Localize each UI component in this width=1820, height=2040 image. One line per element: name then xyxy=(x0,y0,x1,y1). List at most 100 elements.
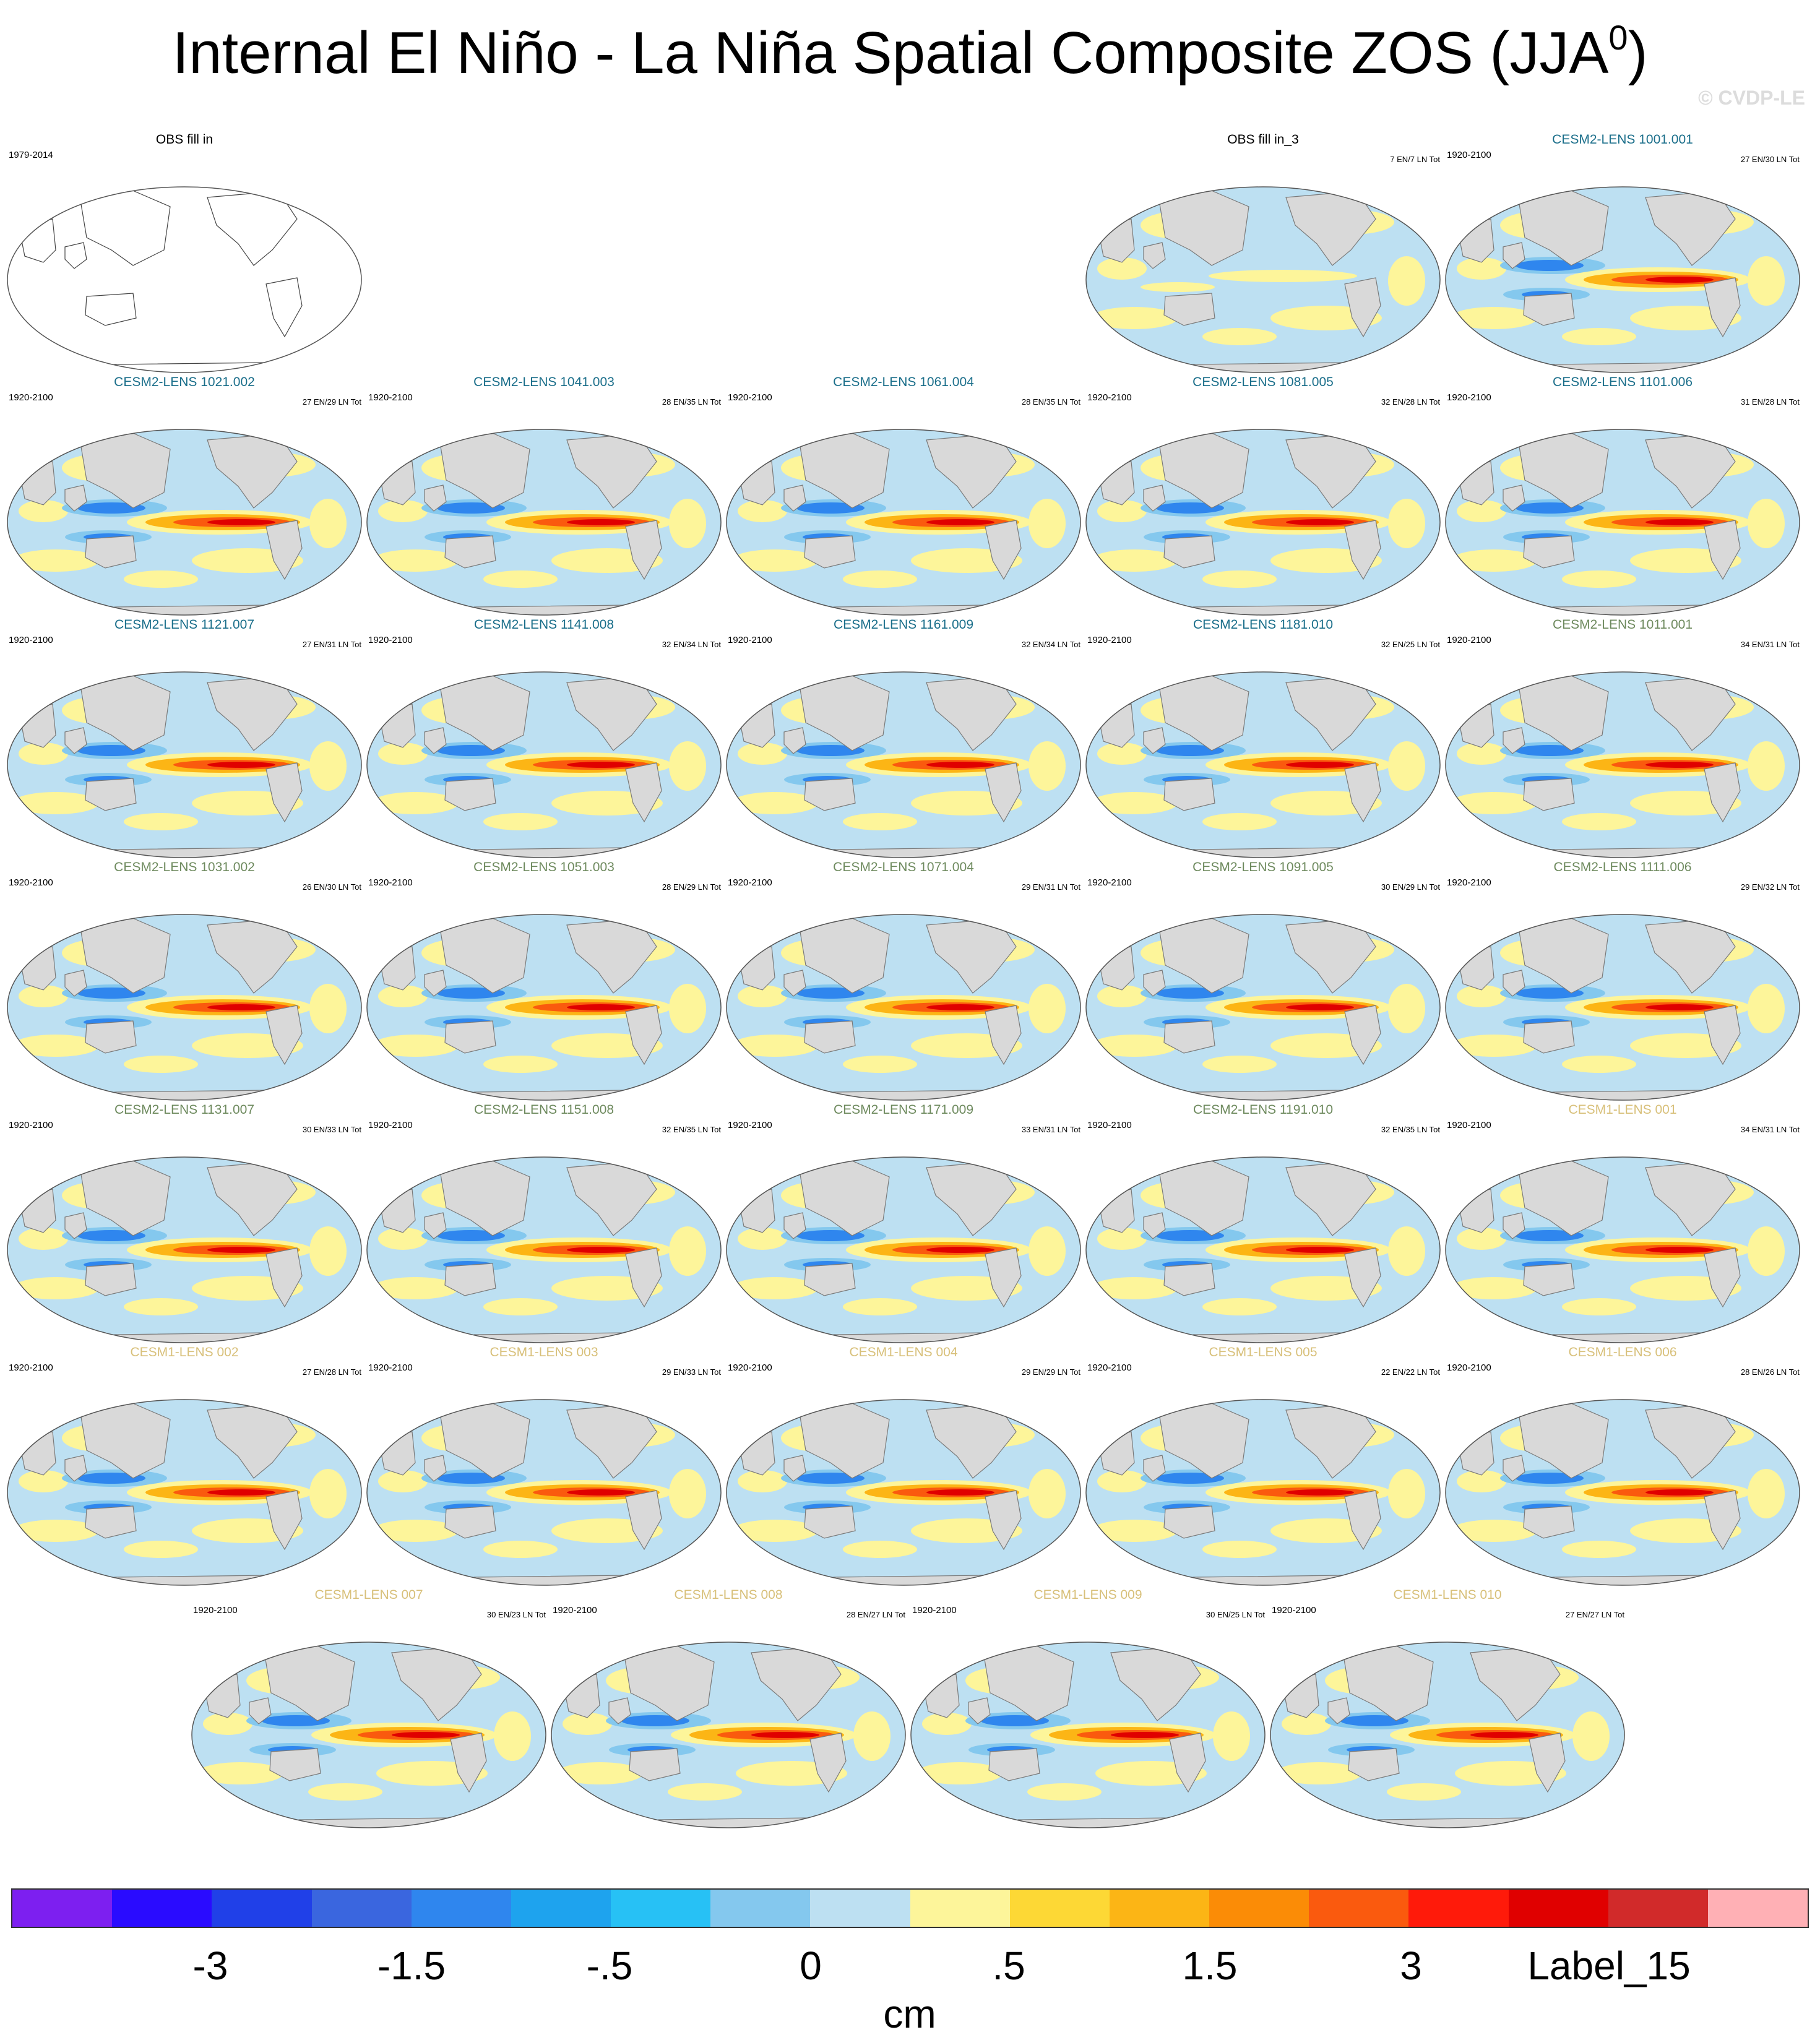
colorbar-swatch xyxy=(12,1890,113,1927)
panel-event-count: 32 EN/25 LN Tot xyxy=(1381,640,1440,649)
map-outline xyxy=(726,1156,1081,1343)
panel-years: 1920-2100 xyxy=(9,1120,53,1130)
panel-event-count: 27 EN/28 LN Tot xyxy=(302,1367,361,1377)
panel-title: OBS fill in xyxy=(155,132,213,147)
map-panel: CESM2-LENS 1071.004 1920-2100 29 EN/31 LN … xyxy=(725,860,1082,1103)
panel-years: 1920-2100 xyxy=(368,1120,413,1130)
world-map xyxy=(726,1156,1081,1343)
panel-title: CESM1-LENS 004 xyxy=(849,1345,958,1359)
panel-event-count: 26 EN/30 LN Tot xyxy=(302,882,361,892)
map-outline xyxy=(1085,429,1441,616)
world-map xyxy=(1270,1642,1625,1828)
map-panel: CESM1-LENS 007 1920-2100 30 EN/23 LN Tot xyxy=(191,1588,547,1830)
map-panel: CESM2-LENS 1151.008 1920-2100 32 EN/35 LN … xyxy=(366,1103,722,1345)
map-panel: CESM2-LENS 1081.005 1920-2100 32 EN/28 LN … xyxy=(1085,375,1441,618)
colorbar-swatch xyxy=(1109,1890,1210,1927)
world-map xyxy=(1085,1399,1441,1586)
colorbar-tick-label: -1.5 xyxy=(377,1943,446,1988)
world-map xyxy=(1445,914,1800,1101)
colorbar-swatch xyxy=(710,1890,811,1927)
map-outline xyxy=(191,1642,546,1828)
panel-event-count: 27 EN/31 LN Tot xyxy=(302,640,361,649)
colorbar-swatch xyxy=(1707,1890,1808,1927)
map-panel: CESM2-LENS 1091.005 1920-2100 30 EN/29 LN … xyxy=(1085,860,1441,1103)
colorbar-swatch xyxy=(1309,1890,1409,1927)
world-map xyxy=(726,429,1081,616)
panel-title: CESM1-LENS 010 xyxy=(1393,1588,1502,1602)
panel-title: CESM2-LENS 1081.005 xyxy=(1192,375,1334,389)
colorbar-tick-label: -.5 xyxy=(586,1943,633,1988)
panel-years: 1920-2100 xyxy=(728,392,772,403)
map-panel: CESM1-LENS 003 1920-2100 29 EN/33 LN Tot xyxy=(366,1345,722,1588)
panel-years: 1920-2100 xyxy=(9,392,53,403)
panel-years: 1920-2100 xyxy=(1447,1362,1491,1373)
panel-event-count: 32 EN/34 LN Tot xyxy=(1021,640,1080,649)
panel-years: 1920-2100 xyxy=(1447,392,1491,403)
panel-title: CESM2-LENS 1011.001 xyxy=(1552,618,1693,632)
panel-event-count: 28 EN/27 LN Tot xyxy=(846,1610,905,1619)
panel-event-count: 27 EN/27 LN Tot xyxy=(1565,1610,1624,1619)
map-outline xyxy=(7,429,362,616)
map-panel: OBS fill in 1979-2014 xyxy=(6,132,363,375)
map-panel: CESM2-LENS 1001.001 1920-2100 27 EN/30 LN … xyxy=(1444,132,1801,375)
map-outline xyxy=(366,1156,722,1343)
world-map xyxy=(7,1156,362,1343)
panel-years: 1920-2100 xyxy=(1087,877,1132,888)
panel-event-count: 28 EN/29 LN Tot xyxy=(662,882,721,892)
map-panel: CESM2-LENS 1031.002 1920-2100 26 EN/30 LN … xyxy=(6,860,363,1103)
colorbar-swatch xyxy=(511,1890,611,1927)
colorbar-tick-label: 1.5 xyxy=(1182,1943,1238,1988)
panel-event-count: 30 EN/25 LN Tot xyxy=(1205,1610,1265,1619)
panel-event-count: 30 EN/23 LN Tot xyxy=(486,1610,546,1619)
world-map xyxy=(7,186,362,373)
panel-title: CESM2-LENS 1091.005 xyxy=(1192,860,1334,874)
panel-title: OBS fill in_3 xyxy=(1227,132,1299,147)
world-map xyxy=(726,671,1081,858)
panel-years: 1920-2100 xyxy=(1447,150,1491,160)
colorbar-swatch xyxy=(1408,1890,1509,1927)
map-panel: CESM2-LENS 1061.004 1920-2100 28 EN/35 LN … xyxy=(725,375,1082,618)
panel-event-count: 28 EN/35 LN Tot xyxy=(662,397,721,407)
map-outline xyxy=(726,671,1081,858)
panel-title: CESM1-LENS 006 xyxy=(1568,1345,1677,1359)
panel-title: CESM1-LENS 008 xyxy=(674,1588,783,1602)
panel-title: CESM2-LENS 1121.007 xyxy=(114,618,255,632)
map-outline xyxy=(1445,1156,1800,1343)
map-panel: CESM2-LENS 1181.010 1920-2100 32 EN/25 LN … xyxy=(1085,618,1441,860)
panel-title: CESM2-LENS 1041.003 xyxy=(473,375,615,389)
map-outline xyxy=(1445,671,1800,858)
map-outline xyxy=(1085,1156,1441,1343)
panel-years: 1920-2100 xyxy=(553,1605,597,1616)
map-outline xyxy=(366,1399,722,1586)
panel-title: CESM2-LENS 1171.009 xyxy=(833,1103,974,1117)
colorbar-swatch xyxy=(1009,1890,1110,1927)
map-panel: CESM2-LENS 1171.009 1920-2100 33 EN/31 LN … xyxy=(725,1103,1082,1345)
panel-years: 1920-2100 xyxy=(728,877,772,888)
world-map xyxy=(1085,914,1441,1101)
panel-event-count: 29 EN/33 LN Tot xyxy=(662,1367,721,1377)
world-map xyxy=(7,914,362,1101)
map-panel: OBS fill in_3 7 EN/7 LN Tot xyxy=(1085,132,1441,375)
panel-event-count: 31 EN/28 LN Tot xyxy=(1740,397,1800,407)
panel-title: CESM2-LENS 1071.004 xyxy=(833,860,974,874)
map-panel: CESM2-LENS 1131.007 1920-2100 30 EN/33 LN … xyxy=(6,1103,363,1345)
panel-years: 1920-2100 xyxy=(368,877,413,888)
panel-event-count: 32 EN/28 LN Tot xyxy=(1381,397,1440,407)
panel-event-count: 29 EN/31 LN Tot xyxy=(1021,882,1080,892)
colorbar-tick-label: -3 xyxy=(192,1943,228,1988)
colorbar-swatch xyxy=(1608,1890,1708,1927)
watermark-text: © CVDP-LE xyxy=(1698,87,1805,109)
world-map xyxy=(726,1399,1081,1586)
panel-years: 1920-2100 xyxy=(912,1605,957,1616)
panel-title: CESM1-LENS 001 xyxy=(1568,1103,1677,1117)
figure-title: Internal El Niño - La Niña Spatial Compo… xyxy=(172,18,1648,86)
panel-years: 1920-2100 xyxy=(368,635,413,645)
panel-years: 1979-2014 xyxy=(9,150,53,160)
colorbar-swatch xyxy=(311,1890,412,1927)
colorbar xyxy=(11,1888,1809,1928)
map-panel: CESM2-LENS 1161.009 1920-2100 32 EN/34 LN … xyxy=(725,618,1082,860)
panel-event-count: 27 EN/30 LN Tot xyxy=(1740,155,1800,164)
panel-title: CESM1-LENS 009 xyxy=(1033,1588,1142,1602)
panel-event-count: 29 EN/32 LN Tot xyxy=(1740,882,1800,892)
map-outline xyxy=(7,186,362,373)
